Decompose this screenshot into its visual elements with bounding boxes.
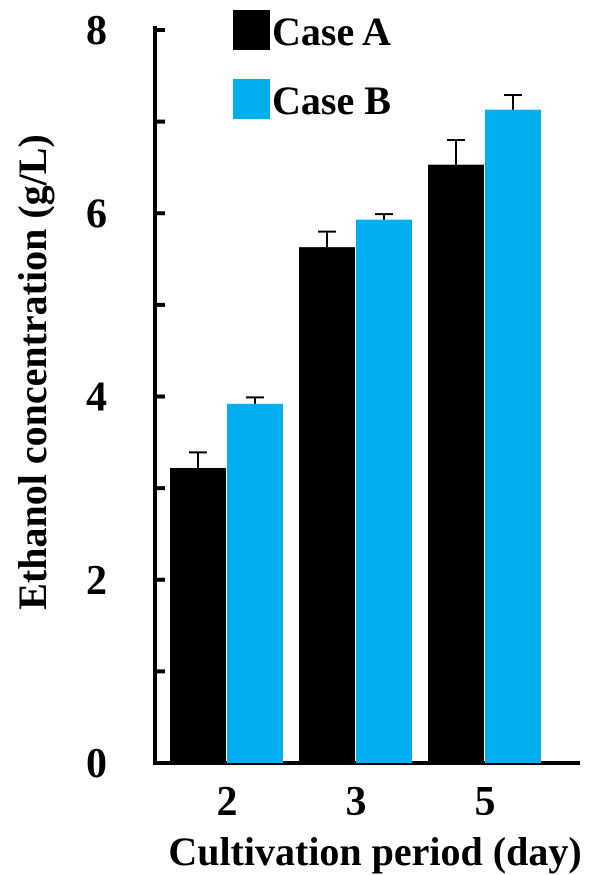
legend-label: Case A: [272, 9, 391, 54]
y-tick-label: 8: [86, 8, 107, 54]
y-axis-title: Ethanol concentration (g/L): [10, 134, 55, 610]
bar-case-a-2: [170, 467, 226, 763]
bar-case-a-5: [428, 164, 484, 764]
x-axis-title: Cultivation period (day): [168, 829, 581, 874]
bars: [170, 94, 541, 764]
y-tick-label: 2: [86, 558, 107, 604]
x-tick-label: 2: [217, 779, 238, 825]
bar-case-b-5: [485, 109, 541, 764]
y-tick-label: 4: [86, 375, 107, 421]
x-tick-labels: 2 3 5: [217, 779, 496, 825]
legend-swatch-case-b: [233, 79, 270, 119]
legend-label: Case B: [272, 78, 391, 123]
x-tick-label: 5: [475, 779, 496, 825]
x-tick-label: 3: [346, 779, 367, 825]
bar-case-b-2: [227, 403, 283, 763]
legend-swatch-case-a: [233, 10, 270, 50]
y-tick-label: 0: [86, 741, 107, 787]
y-tick-label: 6: [86, 191, 107, 237]
legend: Case A Case B: [233, 9, 391, 123]
bar-case-a-3: [299, 247, 355, 763]
y-ticks: 0 2 4 6 8: [86, 8, 165, 787]
bar-case-b-3: [356, 219, 412, 763]
